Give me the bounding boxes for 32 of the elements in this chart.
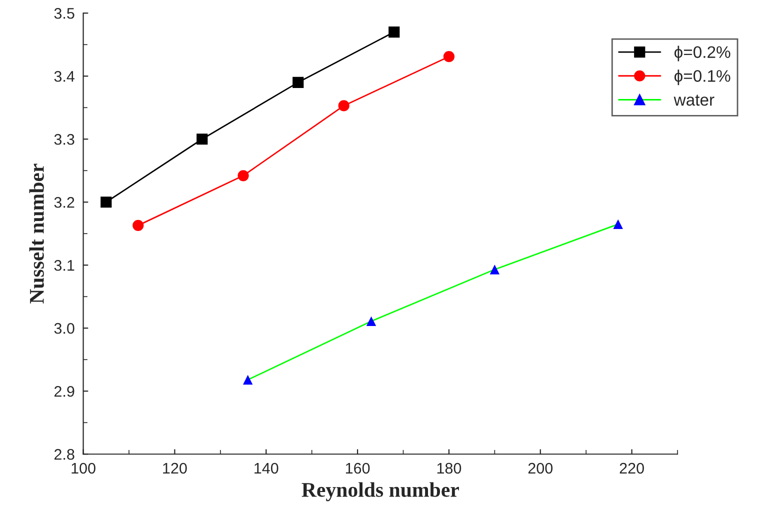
y-tick-label: 3.0 — [54, 322, 74, 334]
point — [366, 316, 376, 326]
point — [338, 100, 350, 112]
x-tick-label: 220 — [620, 462, 644, 474]
x-tick-label: 140 — [254, 462, 278, 474]
point — [238, 170, 249, 182]
legend-label: ϕ=0.1% — [674, 70, 730, 86]
y-tick-label: 3.1 — [54, 260, 74, 271]
point — [242, 374, 253, 385]
x-tick-label: 100 — [72, 462, 96, 474]
x-tick-label: 160 — [346, 462, 370, 474]
point — [613, 219, 623, 230]
point — [132, 220, 144, 231]
point — [292, 76, 304, 88]
point — [196, 134, 208, 145]
y-tick-label: 3.5 — [54, 8, 74, 19]
legend-label: ϕ=0.2% — [674, 46, 730, 62]
point — [100, 196, 112, 208]
y-tick-label: 2.9 — [54, 386, 74, 397]
y-tick-label: 3.4 — [54, 70, 74, 82]
point — [443, 51, 455, 62]
point — [490, 264, 500, 274]
x-tick-label: 120 — [163, 462, 187, 474]
y-tick-label: 3.2 — [54, 196, 74, 208]
x-tick-label: 200 — [528, 462, 553, 474]
y-axis-title: Nusselt number — [29, 164, 44, 304]
point — [388, 26, 400, 38]
legend-label: water — [674, 94, 714, 106]
y-tick-label: 3.3 — [54, 134, 74, 145]
x-axis-title: Reynolds number — [302, 482, 459, 502]
x-tick-label: 180 — [437, 462, 462, 474]
y-tick-label: 2.8 — [54, 448, 74, 460]
